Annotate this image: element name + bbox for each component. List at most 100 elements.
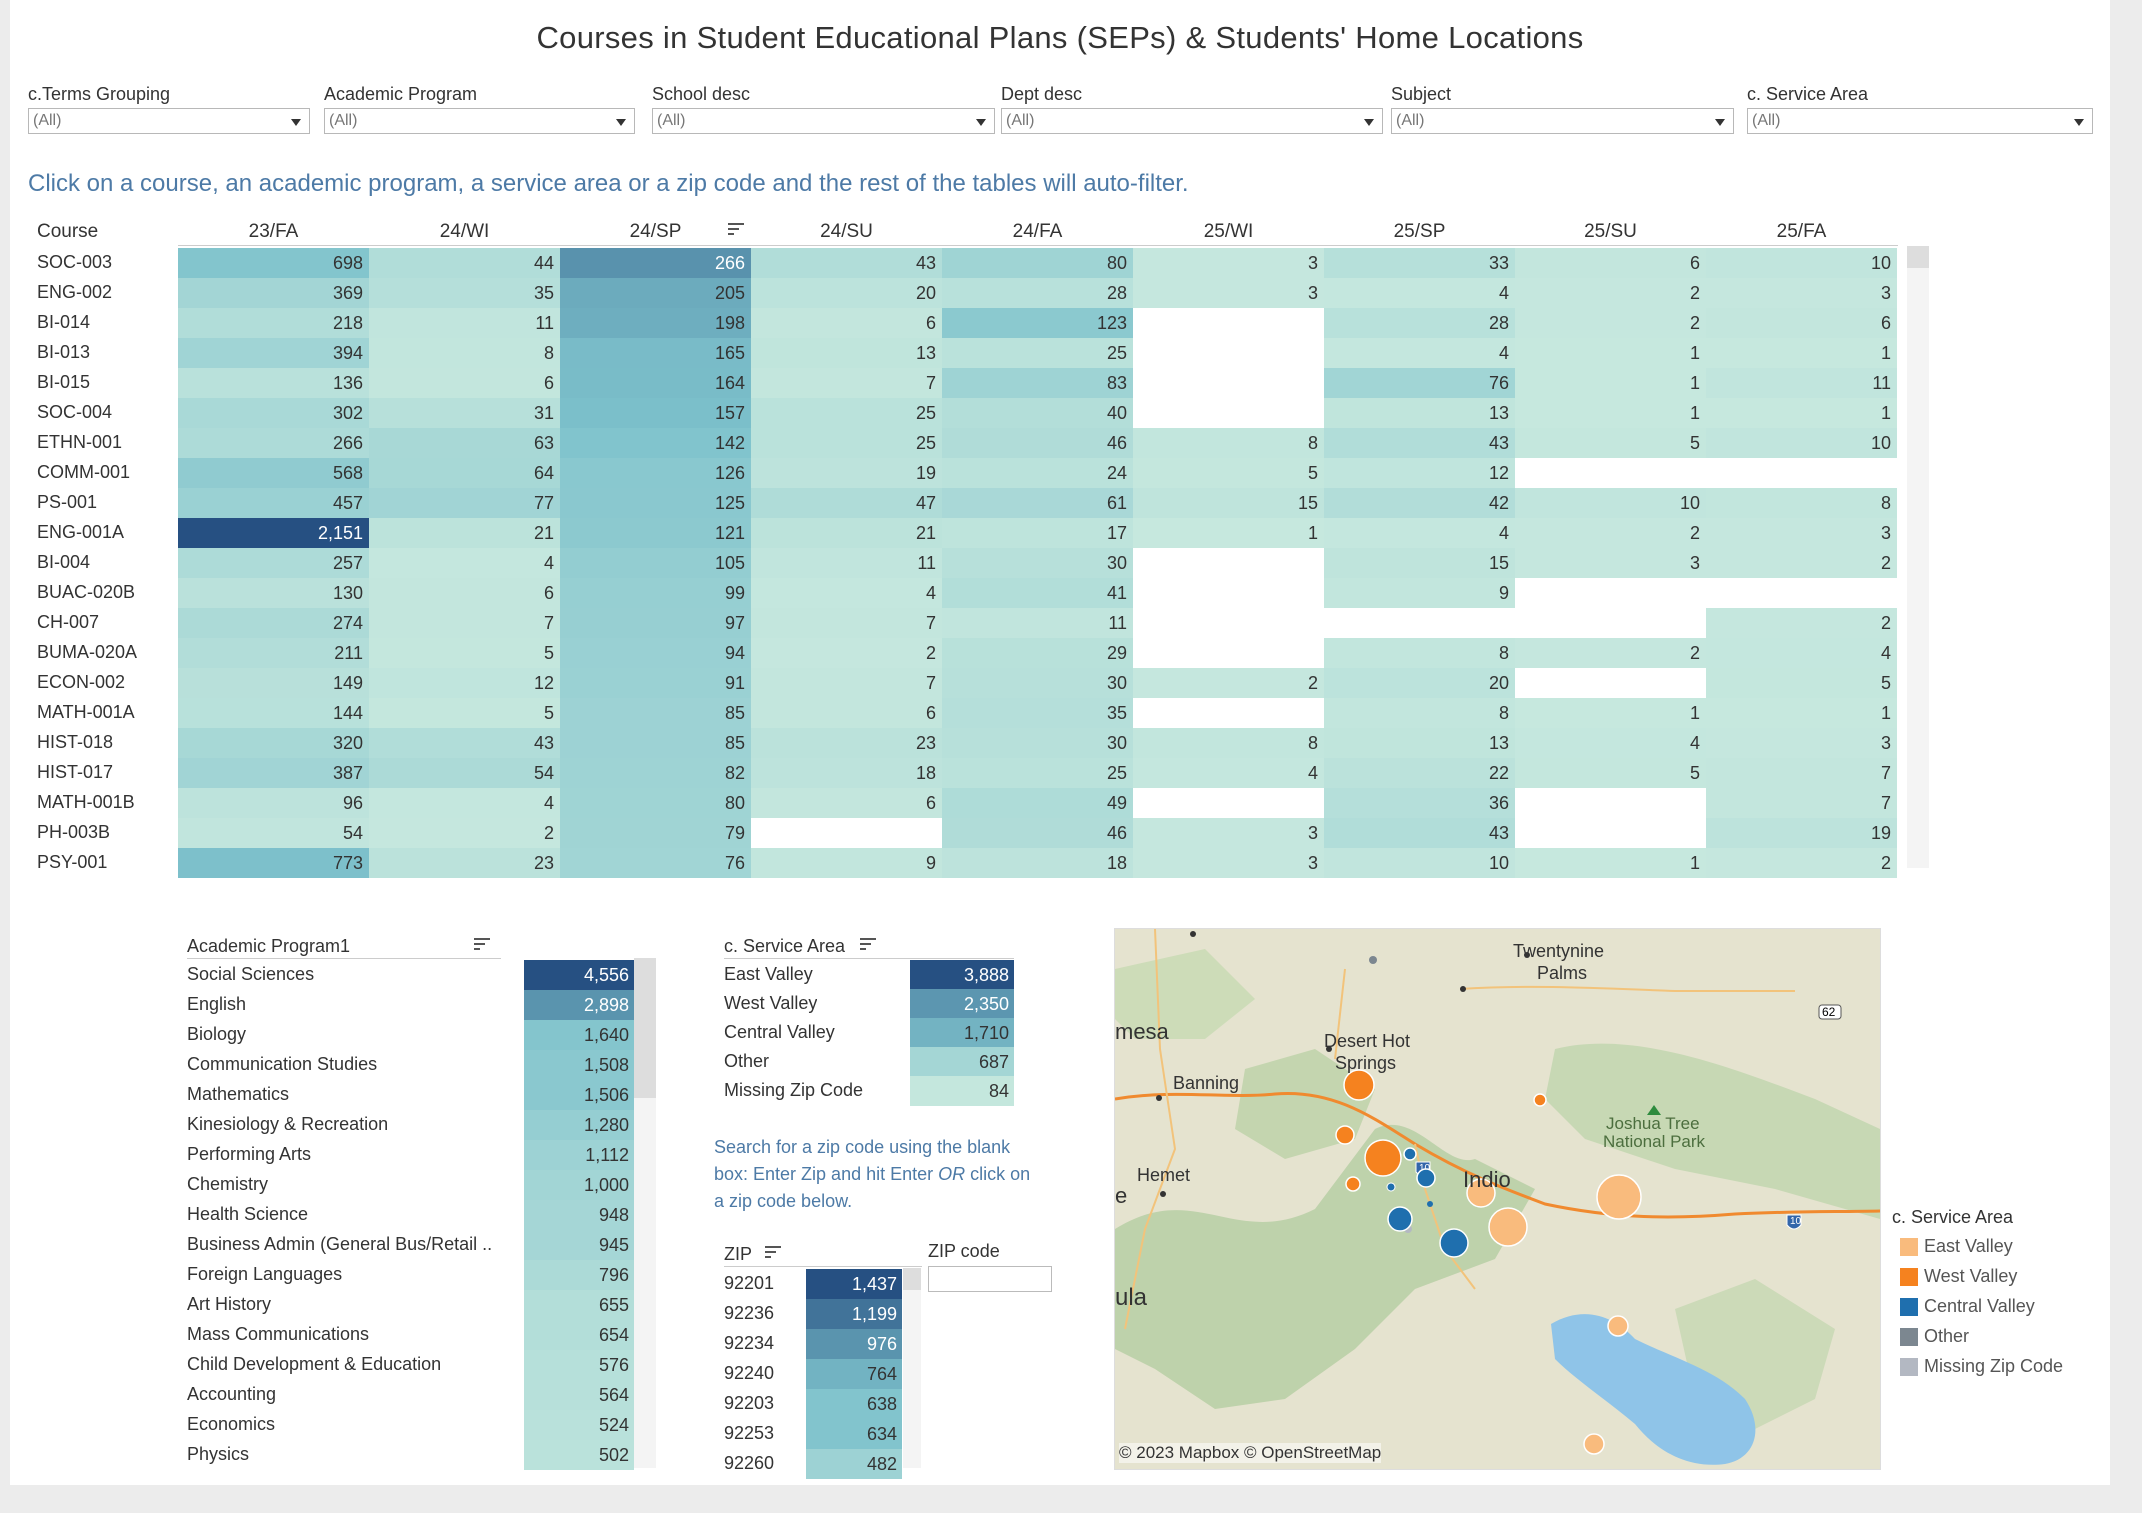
course-term-cell[interactable] (1133, 638, 1324, 668)
service-area-row-label[interactable]: West Valley (724, 993, 818, 1013)
course-term-cell[interactable]: 11 (751, 548, 942, 578)
course-row-label[interactable]: ENG-001A (37, 522, 125, 542)
zip-row-value[interactable]: 1,437 (806, 1269, 902, 1299)
course-term-cell[interactable]: 8 (1324, 638, 1515, 668)
course-term-cell[interactable]: 266 (178, 428, 369, 458)
course-term-cell[interactable]: 257 (178, 548, 369, 578)
zip-list-scrollbar[interactable] (903, 1268, 921, 1468)
course-term-cell[interactable]: 83 (942, 368, 1133, 398)
course-term-cell[interactable]: 25 (942, 338, 1133, 368)
service-area-row-value[interactable]: 1,710 (910, 1018, 1014, 1048)
service-area-row-label[interactable]: Other (724, 1051, 770, 1071)
course-row-label[interactable]: HIST-017 (37, 762, 114, 782)
program-row-label[interactable]: Chemistry (187, 1174, 269, 1194)
course-term-cell[interactable]: 121 (560, 518, 751, 548)
course-term-cell[interactable]: 80 (560, 788, 751, 818)
course-term-cell[interactable]: 28 (1324, 308, 1515, 338)
course-term-cell[interactable]: 33 (1324, 248, 1515, 278)
course-term-cell[interactable]: 17 (942, 518, 1133, 548)
legend-item-label[interactable]: Other (1924, 1326, 1970, 1346)
zip-row-value[interactable]: 634 (806, 1419, 902, 1449)
program-row-label[interactable]: Mathematics (187, 1084, 290, 1104)
course-term-cell[interactable]: 1 (1133, 518, 1324, 548)
program-row-label[interactable]: Physics (187, 1444, 250, 1464)
course-term-cell[interactable]: 6 (751, 788, 942, 818)
course-term-cell[interactable]: 35 (369, 278, 560, 308)
course-term-cell[interactable]: 6 (1515, 248, 1706, 278)
course-term-cell[interactable]: 6 (1706, 308, 1897, 338)
course-term-cell[interactable]: 80 (942, 248, 1133, 278)
course-term-cell[interactable]: 5 (1515, 758, 1706, 788)
course-term-cell[interactable]: 165 (560, 338, 751, 368)
course-term-cell[interactable]: 4 (1515, 728, 1706, 758)
course-term-cell[interactable]: 157 (560, 398, 751, 428)
map[interactable]: 62 10 10 (1114, 928, 1881, 1470)
course-term-cell[interactable]: 3 (1706, 278, 1897, 308)
subject-dropdown[interactable]: (All) (1391, 108, 1734, 134)
course-term-cell[interactable]: 8 (1133, 428, 1324, 458)
program-row-label[interactable]: Biology (187, 1024, 247, 1044)
program-row-value[interactable]: 524 (524, 1410, 634, 1440)
program-row-value[interactable]: 1,508 (524, 1050, 634, 1080)
legend-swatch[interactable] (1900, 1328, 1918, 1346)
course-term-cell[interactable]: 125 (560, 488, 751, 518)
course-term-cell[interactable]: 49 (942, 788, 1133, 818)
program-row-value[interactable]: 576 (524, 1350, 634, 1380)
zip-row-label[interactable]: 92240 (724, 1363, 775, 1383)
course-term-cell[interactable]: 8 (1706, 488, 1897, 518)
course-term-cell[interactable]: 28 (942, 278, 1133, 308)
course-term-cell[interactable]: 3 (1706, 728, 1897, 758)
program-row-value[interactable]: 1,112 (524, 1140, 634, 1170)
course-term-cell[interactable]: 8 (1324, 698, 1515, 728)
service-area-row-label[interactable]: East Valley (724, 964, 813, 984)
program-row-label[interactable]: Child Development & Education (187, 1354, 442, 1374)
course-term-cell[interactable]: 142 (560, 428, 751, 458)
course-term-cell[interactable]: 218 (178, 308, 369, 338)
zip-row-label[interactable]: 92203 (724, 1393, 775, 1413)
legend-item-label[interactable]: Central Valley (1924, 1296, 2035, 1316)
term-column-header[interactable]: 24/SP (629, 221, 682, 242)
course-term-cell[interactable]: 3 (1133, 848, 1324, 878)
course-term-cell[interactable]: 29 (942, 638, 1133, 668)
zip-row-value[interactable]: 976 (806, 1329, 902, 1359)
program-row-value[interactable]: 796 (524, 1260, 634, 1290)
course-term-cell[interactable]: 23 (751, 728, 942, 758)
course-row-label[interactable]: MATH-001A (37, 702, 135, 722)
course-term-cell[interactable]: 91 (560, 668, 751, 698)
course-term-cell[interactable]: 46 (942, 818, 1133, 848)
program-row-label[interactable]: Accounting (187, 1384, 277, 1404)
course-term-cell[interactable] (1133, 548, 1324, 578)
course-term-cell[interactable]: 126 (560, 458, 751, 488)
course-term-cell[interactable]: 123 (942, 308, 1133, 338)
program-row-value[interactable]: 654 (524, 1320, 634, 1350)
service-area-row-value[interactable]: 3,888 (910, 960, 1014, 990)
course-term-cell[interactable]: 4 (751, 578, 942, 608)
course-term-cell[interactable]: 13 (751, 338, 942, 368)
course-term-cell[interactable]: 25 (751, 398, 942, 428)
course-row-label[interactable]: BI-015 (37, 372, 91, 392)
course-term-cell[interactable]: 18 (751, 758, 942, 788)
course-term-cell[interactable]: 698 (178, 248, 369, 278)
course-term-cell[interactable]: 369 (178, 278, 369, 308)
service-area-row-label[interactable]: Central Valley (724, 1022, 835, 1042)
course-term-cell[interactable]: 2 (369, 818, 560, 848)
course-term-cell[interactable]: 105 (560, 548, 751, 578)
course-term-cell[interactable]: 12 (1324, 458, 1515, 488)
course-term-cell[interactable]: 2 (1515, 308, 1706, 338)
course-term-cell[interactable]: 3 (1133, 818, 1324, 848)
course-term-cell[interactable]: 96 (178, 788, 369, 818)
course-term-cell[interactable]: 76 (560, 848, 751, 878)
course-term-cell[interactable]: 568 (178, 458, 369, 488)
program-row-value[interactable]: 655 (524, 1290, 634, 1320)
program-row-value[interactable]: 945 (524, 1230, 634, 1260)
course-term-cell[interactable]: 99 (560, 578, 751, 608)
course-term-cell[interactable]: 4 (1706, 638, 1897, 668)
course-term-cell[interactable]: 47 (751, 488, 942, 518)
course-row-label[interactable]: CH-007 (37, 612, 100, 632)
course-column-header[interactable]: Course (37, 221, 99, 242)
academic-program-dropdown[interactable]: (All) (324, 108, 635, 134)
course-term-cell[interactable]: 3 (1133, 248, 1324, 278)
course-term-cell[interactable]: 211 (178, 638, 369, 668)
course-term-cell[interactable]: 36 (1324, 788, 1515, 818)
program-row-label[interactable]: Business Admin (General Bus/Retail .. (187, 1234, 493, 1254)
